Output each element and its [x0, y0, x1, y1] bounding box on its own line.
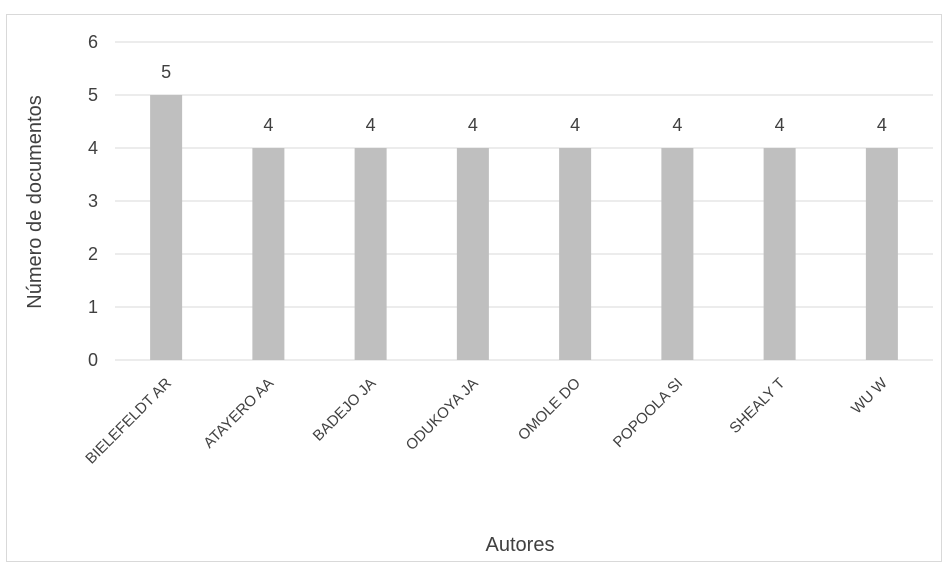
- y-axis-title: Número de documentos: [24, 95, 46, 308]
- y-tick-label: 2: [88, 244, 98, 264]
- x-tick-label: ATAYERO AA: [200, 375, 277, 452]
- data-label: 4: [672, 115, 682, 135]
- y-tick-label: 3: [88, 191, 98, 211]
- bar: [252, 148, 285, 360]
- x-tick-label: ODUKOYA JA: [403, 375, 482, 454]
- bar: [661, 148, 694, 360]
- y-tick-labels: 0 1 2 3 4 5 6: [88, 32, 98, 370]
- y-tick-label: 6: [88, 32, 98, 52]
- data-label: 4: [877, 115, 887, 135]
- x-tick-label: POPOOLA SI: [610, 375, 686, 451]
- x-axis-title: Autores: [486, 534, 555, 556]
- x-tick-label: OMOLE DO: [515, 375, 584, 444]
- x-tick-labels: BIELEFELDT AR ATAYERO AA BADEJO JA ODUKOYA …: [82, 374, 891, 467]
- data-labels: 5 4 4 4 4 4 4 4: [161, 62, 887, 135]
- bar: [150, 95, 183, 360]
- data-label: 4: [263, 115, 273, 135]
- bar: [456, 148, 489, 360]
- data-label: 4: [468, 115, 478, 135]
- bar: [354, 148, 387, 360]
- x-tick-label: BIELEFELDT AR: [82, 375, 175, 468]
- bar: [559, 148, 592, 360]
- y-tick-label: 5: [88, 85, 98, 105]
- bars: [150, 95, 898, 360]
- bar: [763, 148, 796, 360]
- x-tick-label: BADEJO JA: [310, 375, 380, 445]
- gridlines: [115, 41, 933, 361]
- y-tick-label: 4: [88, 138, 98, 158]
- data-label: 4: [570, 115, 580, 135]
- x-tick-label: SHEALY T: [726, 375, 788, 437]
- bar: [865, 148, 898, 360]
- data-label: 5: [161, 62, 171, 82]
- y-tick-label: 1: [88, 297, 98, 317]
- y-tick-label: 0: [88, 350, 98, 370]
- data-label: 4: [366, 115, 376, 135]
- x-tick-label: WU W: [848, 374, 891, 417]
- data-label: 4: [775, 115, 785, 135]
